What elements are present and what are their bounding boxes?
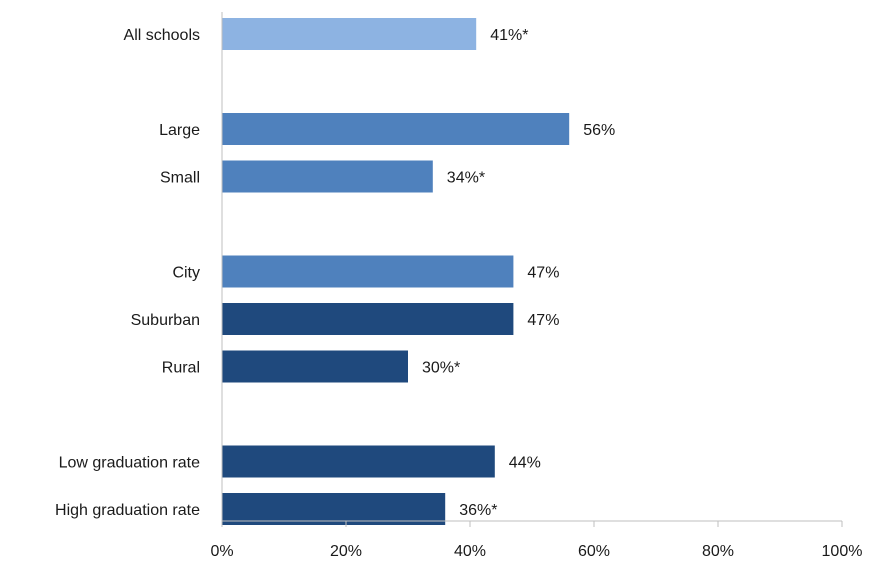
category-label-high-graduation-rate: High graduation rate — [55, 502, 200, 519]
data-label-rural: 30%* — [422, 360, 460, 377]
bar-large — [222, 113, 570, 145]
x-tick-label-0: 0% — [210, 543, 233, 560]
data-label-small: 34%* — [447, 170, 485, 187]
category-label-low-graduation-rate: Low graduation rate — [59, 455, 201, 472]
x-axis: 0% 20% 40% 60% 80% 100% — [210, 12, 862, 560]
bar-rural — [222, 350, 408, 383]
x-tick-label-60: 60% — [578, 543, 610, 560]
bar-high-graduation-rate — [222, 493, 446, 525]
x-tick-label-40: 40% — [454, 543, 486, 560]
data-label-low-graduation-rate: 44% — [509, 455, 541, 472]
bars-layer — [222, 18, 570, 525]
bar-all-schools — [222, 18, 477, 50]
category-label-all-schools: All schools — [124, 27, 200, 44]
bar-low-graduation-rate — [222, 445, 495, 478]
data-label-high-graduation-rate: 36%* — [459, 502, 497, 519]
category-label-large: Large — [159, 122, 200, 139]
category-label-rural: Rural — [162, 360, 200, 377]
bar-city — [222, 255, 514, 288]
data-label-large: 56% — [583, 122, 615, 139]
data-label-city: 47% — [527, 265, 559, 282]
category-labels: All schools Large Small City Suburban Rural Lo… — [55, 27, 200, 519]
category-label-suburban: Suburban — [131, 312, 200, 329]
bar-suburban — [222, 303, 514, 335]
bar-small — [222, 160, 433, 193]
data-label-all-schools: 41%* — [490, 27, 528, 44]
category-label-small: Small — [160, 170, 200, 187]
x-tick-label-100: 100% — [822, 543, 863, 560]
category-label-city: City — [172, 265, 200, 282]
x-tick-label-20: 20% — [330, 543, 362, 560]
data-labels: 41%* 56% 34%* 47% 47% 30%* 44% 36%* — [422, 27, 615, 519]
data-label-suburban: 47% — [527, 312, 559, 329]
x-tick-label-80: 80% — [702, 543, 734, 560]
